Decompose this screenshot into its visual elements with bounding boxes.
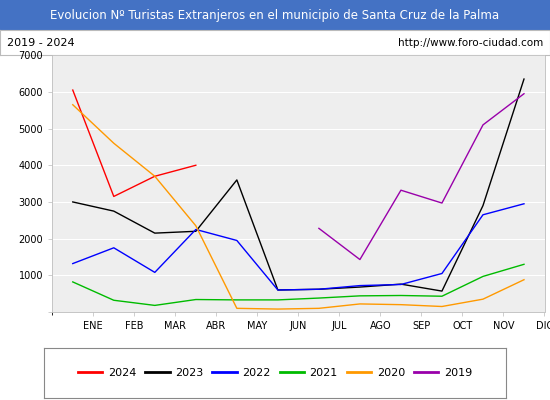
- Legend: 2024, 2023, 2022, 2021, 2020, 2019: 2024, 2023, 2022, 2021, 2020, 2019: [74, 364, 476, 382]
- Text: 2019 - 2024: 2019 - 2024: [7, 38, 74, 48]
- Text: Evolucion Nº Turistas Extranjeros en el municipio de Santa Cruz de la Palma: Evolucion Nº Turistas Extranjeros en el …: [51, 8, 499, 22]
- Text: http://www.foro-ciudad.com: http://www.foro-ciudad.com: [398, 38, 543, 48]
